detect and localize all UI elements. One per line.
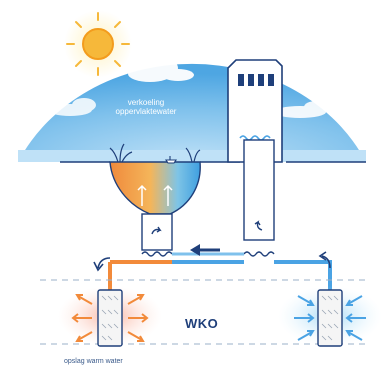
- exchanger-coil: [141, 251, 173, 257]
- surface-cooling-label-line1: verkoeling: [127, 98, 165, 107]
- storage-caption: opslag warm water: [64, 358, 123, 365]
- cloud-icon: [274, 101, 328, 118]
- pipe-cold: [172, 260, 332, 292]
- flow-arrow-icon: [254, 220, 263, 231]
- building-icon: [227, 59, 283, 163]
- flow-arrow-icon: [294, 295, 366, 341]
- flow-arrow-icon: [318, 251, 331, 269]
- cooling-label: koeling: [245, 116, 271, 125]
- cloud-icon: [48, 98, 96, 116]
- cloud-icon: [128, 59, 194, 82]
- surface-cooling-label: verkoeling oppervlaktewater: [106, 98, 186, 116]
- wko-label: WKO: [185, 316, 219, 331]
- exchanger-coil: [243, 251, 275, 257]
- well-icon: [97, 289, 123, 347]
- sun-icon: [64, 10, 132, 78]
- flow-arrow-icon: [151, 226, 162, 235]
- reed-icon: [109, 143, 201, 163]
- well-icon: [317, 289, 343, 347]
- flow-arrow-icon: [190, 244, 220, 256]
- flow-arrow-icon: [137, 184, 173, 206]
- building-shaft: [243, 139, 275, 241]
- boat-icon: [164, 156, 178, 164]
- surface-cooling-label-line2: oppervlaktewater: [115, 107, 177, 116]
- flow-arrow-icon: [93, 257, 111, 272]
- pond-icon: [109, 161, 201, 215]
- flow-arrow-icon: [71, 294, 149, 342]
